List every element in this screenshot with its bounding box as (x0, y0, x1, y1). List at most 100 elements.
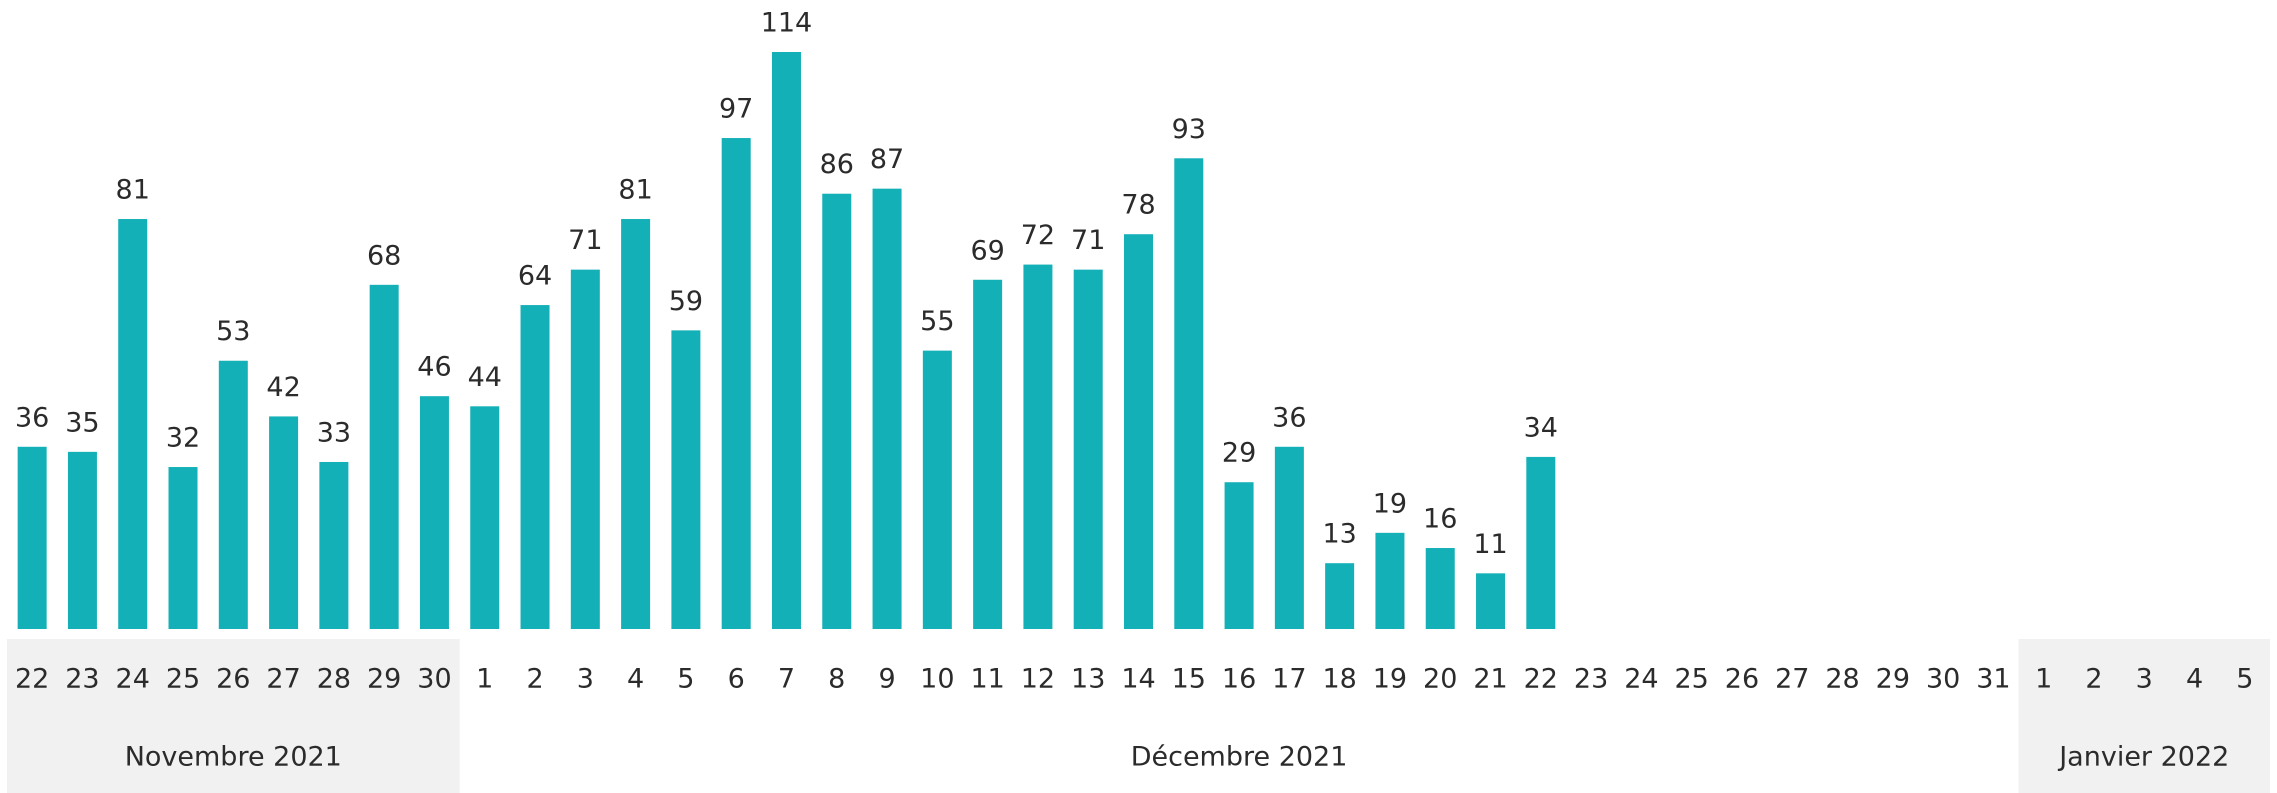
value-label: 97 (719, 94, 753, 125)
x-tick-label: 31 (1976, 664, 2010, 695)
x-tick-label: 26 (1725, 664, 1759, 695)
x-tick-label: 22 (15, 664, 49, 695)
bar (721, 138, 751, 629)
value-label: 114 (761, 8, 813, 39)
group-band (2018, 639, 2270, 793)
bar (1425, 548, 1455, 629)
x-tick-label: 24 (116, 664, 150, 695)
value-label: 16 (1423, 504, 1457, 535)
bar (1274, 446, 1304, 629)
value-label: 87 (870, 144, 904, 175)
value-label: 78 (1121, 190, 1155, 221)
value-label: 36 (1272, 402, 1306, 433)
bar (218, 360, 248, 629)
x-tick-label: 4 (2186, 664, 2203, 695)
bar (872, 188, 902, 629)
x-tick-label: 24 (1624, 664, 1658, 695)
bar (1023, 264, 1053, 629)
value-label: 72 (1021, 220, 1055, 251)
bar (1073, 269, 1103, 629)
bar (1476, 573, 1506, 629)
x-tick-label: 19 (1373, 664, 1407, 695)
value-label: 64 (518, 261, 552, 292)
x-tick-label: 28 (317, 664, 351, 695)
value-label: 35 (65, 407, 99, 438)
x-tick-label: 3 (577, 664, 594, 695)
value-label: 32 (166, 423, 200, 454)
value-label: 13 (1322, 519, 1356, 550)
x-tick-label: 13 (1071, 664, 1105, 695)
group-band (7, 639, 460, 793)
x-tick-label: 11 (970, 664, 1004, 695)
bar (671, 330, 701, 629)
value-label: 55 (920, 306, 954, 337)
x-tick-label: 17 (1272, 664, 1306, 695)
x-tick-label: 30 (1926, 664, 1960, 695)
x-tick-label: 23 (65, 664, 99, 695)
x-tick-label: 20 (1423, 664, 1457, 695)
bar (369, 284, 399, 629)
x-tick-label: 25 (166, 664, 200, 695)
value-label: 86 (820, 149, 854, 180)
bar (17, 446, 47, 629)
x-tick-label: 3 (2136, 664, 2153, 695)
bar (1526, 456, 1556, 629)
x-tick-label: 27 (266, 664, 300, 695)
x-tick-label: 30 (417, 664, 451, 695)
bar (1325, 563, 1355, 629)
value-label: 69 (970, 235, 1004, 266)
value-label: 19 (1373, 488, 1407, 519)
x-tick-label: 29 (367, 664, 401, 695)
bar (973, 279, 1003, 629)
bar (1124, 234, 1153, 630)
bar (269, 416, 299, 629)
x-tick-label: 21 (1473, 664, 1507, 695)
value-label: 44 (468, 362, 502, 393)
x-tick-label: 28 (1825, 664, 1859, 695)
value-label: 93 (1172, 114, 1206, 145)
x-tick-label: 29 (1876, 664, 1910, 695)
bar (319, 461, 349, 629)
x-tick-label: 23 (1574, 664, 1608, 695)
bar (1174, 158, 1204, 629)
x-tick-label: 2 (526, 664, 543, 695)
bar (771, 52, 801, 629)
x-tick-label: 4 (627, 664, 644, 695)
x-tick-label: 5 (2236, 664, 2253, 695)
value-label: 29 (1222, 438, 1256, 469)
x-tick-label: 8 (828, 664, 845, 695)
value-label: 34 (1524, 412, 1558, 443)
value-label: 59 (669, 286, 703, 317)
x-tick-label: 18 (1322, 664, 1356, 695)
bar (1224, 482, 1254, 629)
bar (470, 406, 500, 629)
bar (822, 193, 852, 629)
value-label: 53 (216, 316, 250, 347)
x-tick-label: 16 (1222, 664, 1256, 695)
value-label: 81 (618, 175, 652, 206)
group-label: Décembre 2021 (1131, 742, 1348, 773)
x-tick-label: 7 (778, 664, 795, 695)
x-tick-label: 27 (1775, 664, 1809, 695)
bar (520, 305, 550, 629)
group-label: Janvier 2022 (2057, 742, 2229, 773)
bar (67, 451, 97, 629)
x-tick-label: 26 (216, 664, 250, 695)
value-label: 68 (367, 240, 401, 271)
x-tick-label: 25 (1674, 664, 1708, 695)
value-label: 71 (568, 225, 602, 256)
value-label: 36 (15, 402, 49, 433)
x-tick-label: 9 (878, 664, 895, 695)
x-tick-label: 12 (1021, 664, 1055, 695)
value-label: 81 (116, 175, 150, 206)
value-label: 33 (317, 417, 351, 448)
x-tick-label: 5 (677, 664, 694, 695)
x-tick-label: 15 (1172, 664, 1206, 695)
bar (419, 396, 449, 629)
value-label: 11 (1473, 529, 1507, 560)
value-label: 46 (417, 352, 451, 383)
bar (1375, 532, 1405, 629)
x-tick-label: 1 (2035, 664, 2052, 695)
